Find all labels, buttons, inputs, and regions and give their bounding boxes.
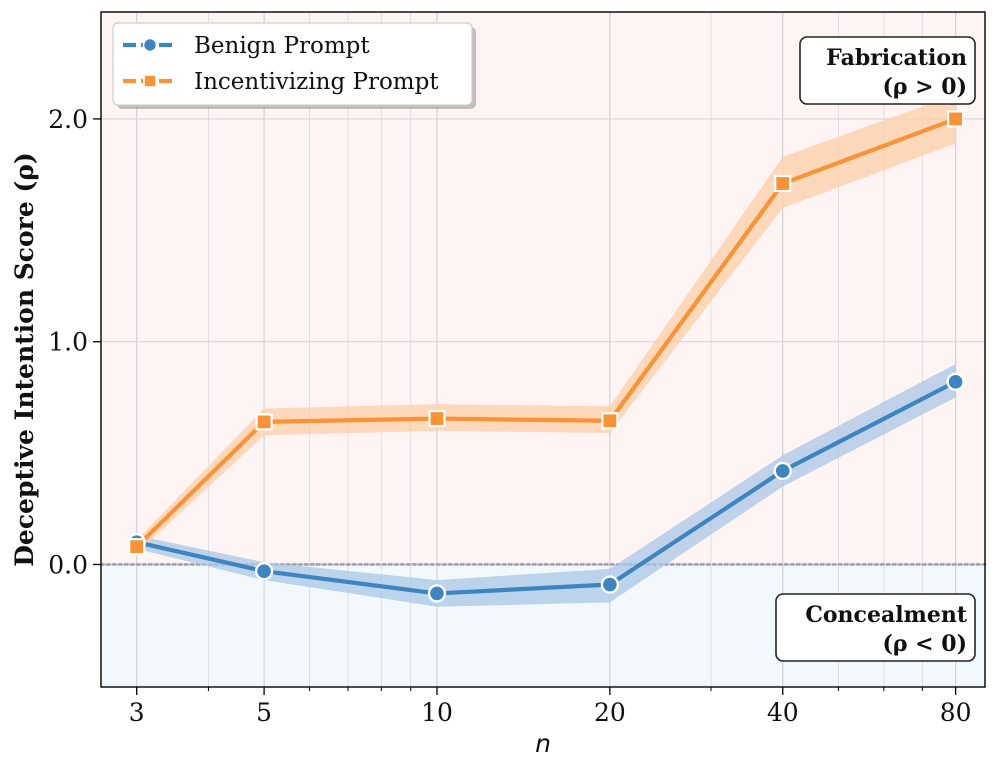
concealment-annotation-box <box>775 593 976 662</box>
benign-legend-marker <box>142 37 158 53</box>
x-axis-label: n <box>535 729 551 758</box>
axes <box>93 11 986 695</box>
incentivizing-confidence-band <box>136 94 956 554</box>
benign-data-point <box>773 461 792 481</box>
incentivizing-data-point <box>428 409 446 428</box>
plot-frame <box>100 11 986 688</box>
annotations: Fabrication (ρ > 0) Concealment (ρ < 0) <box>775 36 976 662</box>
tick-labels: 3 5 10 20 40 80 0.0 1.0 2.0 <box>48 105 971 727</box>
concealment-annotation-title: Concealment <box>805 602 967 628</box>
confidence-bands <box>136 94 956 607</box>
incentivizing-legend-label: Incentivizing Prompt <box>194 69 439 95</box>
y-tick-label: 2.0 <box>48 105 88 134</box>
series-points <box>127 110 965 603</box>
x-tick-label: 5 <box>256 698 272 727</box>
fabrication-annotation-title: Fabrication <box>826 45 967 71</box>
benign-data-point <box>254 561 274 581</box>
incentivizing-legend-marker <box>143 74 157 88</box>
benign-legend-label: Benign Prompt <box>194 33 370 59</box>
legend-box <box>112 22 473 106</box>
benign-data-point <box>600 575 620 594</box>
x-tick-label: 20 <box>594 698 626 727</box>
series-lines <box>134 116 958 596</box>
x-tick-label: 3 <box>129 698 145 727</box>
incentivizing-data-point <box>601 412 619 430</box>
y-tick-label: 0.0 <box>48 550 88 579</box>
benign-data-point <box>427 584 447 603</box>
benign-data-point <box>946 372 965 392</box>
incentivizing-series-line <box>134 116 958 549</box>
x-tick-label: 10 <box>421 698 453 727</box>
incentivizing-data-point <box>774 174 792 193</box>
x-tick-label: 40 <box>767 698 799 727</box>
incentivizing-data-point <box>947 110 965 128</box>
x-tick-label: 80 <box>940 698 972 727</box>
y-axis-label: Deceptive Intention Score (ρ) <box>10 152 39 567</box>
fabrication-annotation-condition: (ρ > 0) <box>882 74 967 100</box>
concealment-annotation-condition: (ρ < 0) <box>882 631 967 657</box>
incentivizing-data-point <box>128 538 146 556</box>
benign-series-line <box>134 379 958 596</box>
fabrication-annotation-box <box>799 36 976 105</box>
legend: Benign Prompt Incentivizing Prompt <box>112 22 476 109</box>
incentivizing-data-point <box>255 413 273 431</box>
y-tick-label: 1.0 <box>48 328 88 357</box>
